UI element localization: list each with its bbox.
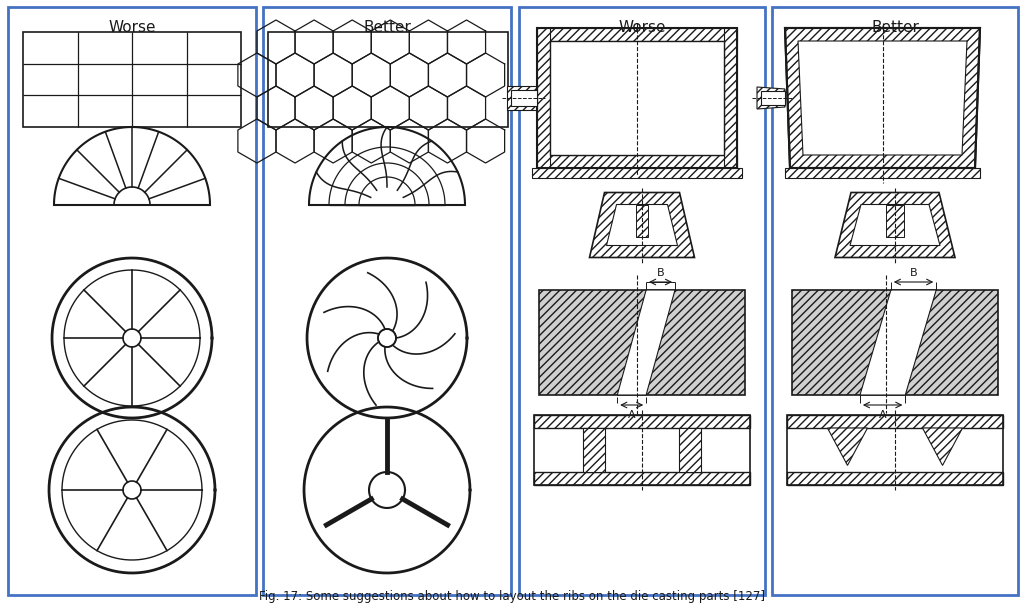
Bar <box>787 428 1002 472</box>
Polygon shape <box>835 192 955 257</box>
Text: B: B <box>909 268 918 278</box>
Polygon shape <box>827 428 867 466</box>
Bar <box>534 415 750 485</box>
Polygon shape <box>850 205 940 245</box>
Polygon shape <box>537 28 550 168</box>
Text: Better: Better <box>364 20 411 35</box>
Bar <box>772 7 1018 595</box>
Polygon shape <box>617 290 675 395</box>
Bar <box>23 32 241 127</box>
Polygon shape <box>798 41 967 155</box>
Polygon shape <box>923 428 963 466</box>
Polygon shape <box>590 192 694 257</box>
Bar <box>761 91 785 105</box>
Bar <box>534 428 750 472</box>
Bar <box>550 41 724 155</box>
Bar <box>263 7 511 595</box>
Text: B: B <box>656 268 665 278</box>
Polygon shape <box>785 28 980 168</box>
Polygon shape <box>787 415 1002 428</box>
Bar <box>787 415 1002 485</box>
Text: Worse: Worse <box>109 20 156 35</box>
Bar <box>537 28 737 168</box>
Polygon shape <box>724 28 737 168</box>
Bar <box>8 7 256 595</box>
Polygon shape <box>636 205 648 237</box>
Polygon shape <box>787 472 1002 485</box>
Bar <box>268 32 508 127</box>
Polygon shape <box>532 168 742 178</box>
Polygon shape <box>606 205 678 245</box>
Polygon shape <box>584 428 605 472</box>
Text: Fig. 17: Some suggestions about how to layout the ribs on the die casting parts : Fig. 17: Some suggestions about how to l… <box>259 590 765 603</box>
Polygon shape <box>757 87 785 109</box>
Bar <box>519 7 765 595</box>
Polygon shape <box>537 155 737 168</box>
Polygon shape <box>785 168 980 178</box>
Text: Worse: Worse <box>618 20 666 35</box>
Polygon shape <box>537 28 737 41</box>
Polygon shape <box>792 290 998 395</box>
Polygon shape <box>886 205 904 237</box>
Polygon shape <box>534 472 750 485</box>
Text: Better: Better <box>871 20 919 35</box>
Text: A: A <box>628 410 636 420</box>
Polygon shape <box>860 290 936 395</box>
Polygon shape <box>507 86 537 110</box>
Polygon shape <box>539 290 745 395</box>
Polygon shape <box>679 428 700 472</box>
Polygon shape <box>534 415 750 428</box>
Bar <box>511 90 537 106</box>
Text: A: A <box>879 410 887 420</box>
